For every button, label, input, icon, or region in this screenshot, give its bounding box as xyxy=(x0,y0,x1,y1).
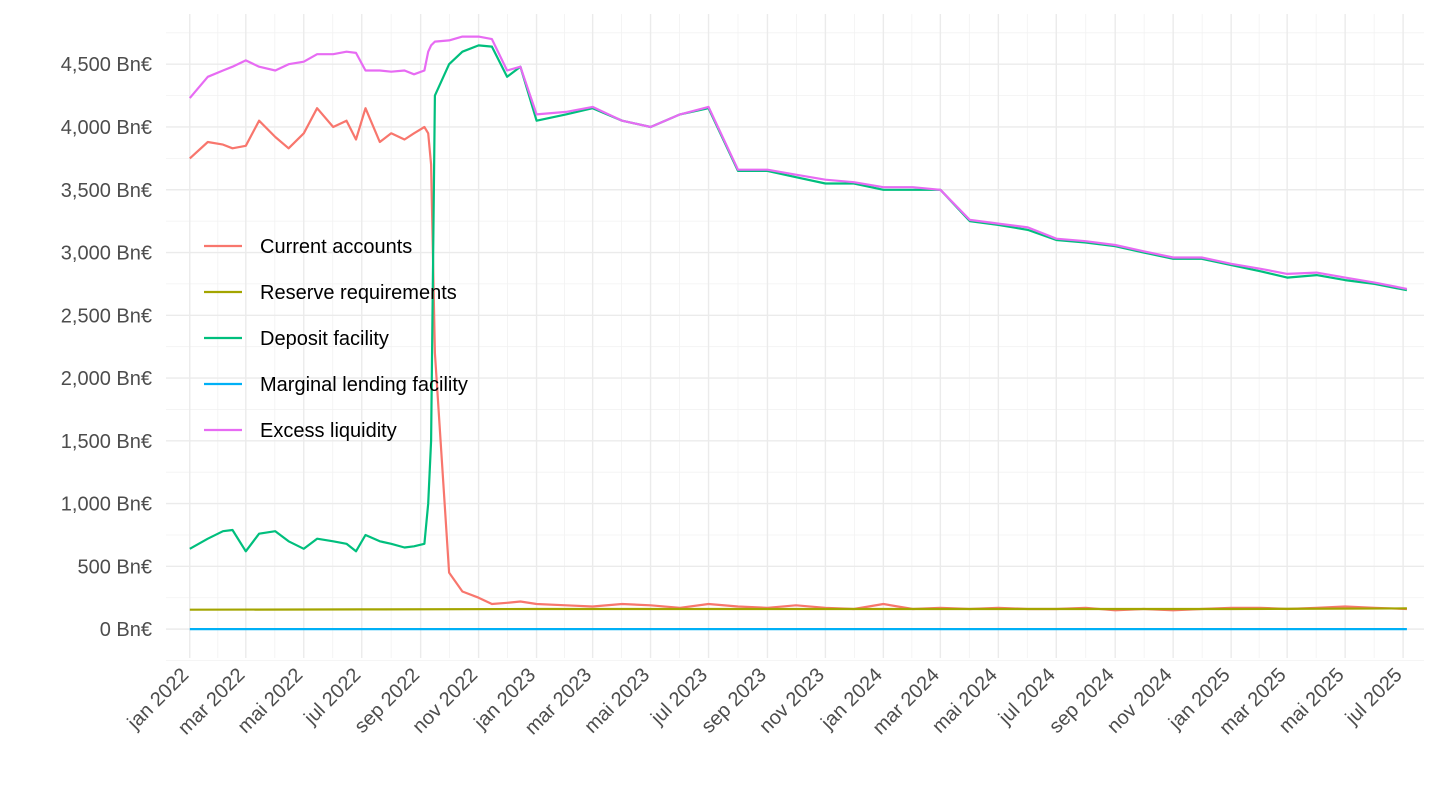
y-axis-tick-labels: 0 Bn€ 500 Bn€ 1,000 Bn€ 1,500 Bn€ 2,000 Bn€ 2… xyxy=(61,54,152,641)
y-tick-label-0: 0 Bn€ xyxy=(100,619,152,641)
legend-label-reserve-requirements: Reserve requirements xyxy=(260,282,457,304)
legend-label-excess-liquidity: Excess liquidity xyxy=(260,420,397,442)
y-tick-label-5: 2,500 Bn€ xyxy=(61,305,152,327)
y-tick-label-2: 1,000 Bn€ xyxy=(61,494,152,516)
legend-label-deposit-facility: Deposit facility xyxy=(260,328,389,350)
y-tick-label-9: 4,500 Bn€ xyxy=(61,54,152,76)
series-line-excess-liquidity xyxy=(188,35,1408,290)
y-tick-label-6: 3,000 Bn€ xyxy=(61,243,152,265)
legend-label-current-accounts: Current accounts xyxy=(260,236,412,258)
series-line-reserve-requirements xyxy=(189,607,1407,611)
series-line-deposit-facility xyxy=(189,44,1408,553)
y-tick-label-7: 3,500 Bn€ xyxy=(61,180,152,202)
y-tick-label-8: 4,000 Bn€ xyxy=(61,117,152,139)
major-gridlines xyxy=(166,14,1424,658)
minor-gridlines xyxy=(166,14,1424,661)
series-lines xyxy=(188,35,1408,631)
x-tick-label-21: jul 2025 xyxy=(1341,664,1407,730)
legend-label-marginal-lending-facility: Marginal lending facility xyxy=(260,374,468,396)
y-tick-label-4: 2,000 Bn€ xyxy=(61,368,152,390)
y-tick-label-1: 500 Bn€ xyxy=(77,556,152,578)
y-tick-label-3: 1,500 Bn€ xyxy=(61,431,152,453)
legend: Current accounts Reserve requirements Depo… xyxy=(204,236,468,442)
